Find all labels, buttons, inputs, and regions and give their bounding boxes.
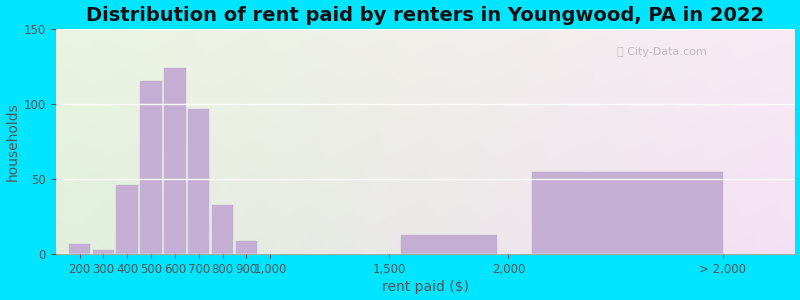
- Bar: [236, 241, 257, 254]
- Bar: [93, 250, 114, 254]
- Title: Distribution of rent paid by renters in Youngwood, PA in 2022: Distribution of rent paid by renters in …: [86, 6, 764, 25]
- Bar: [188, 109, 210, 254]
- Bar: [69, 244, 90, 254]
- Y-axis label: households: households: [6, 102, 19, 181]
- Bar: [402, 235, 497, 254]
- Text: ⓘ City-Data.com: ⓘ City-Data.com: [617, 47, 707, 57]
- Bar: [140, 82, 162, 254]
- Bar: [164, 68, 186, 254]
- Bar: [117, 185, 138, 254]
- Bar: [532, 172, 723, 254]
- X-axis label: rent paid ($): rent paid ($): [382, 280, 469, 294]
- Bar: [212, 205, 234, 254]
